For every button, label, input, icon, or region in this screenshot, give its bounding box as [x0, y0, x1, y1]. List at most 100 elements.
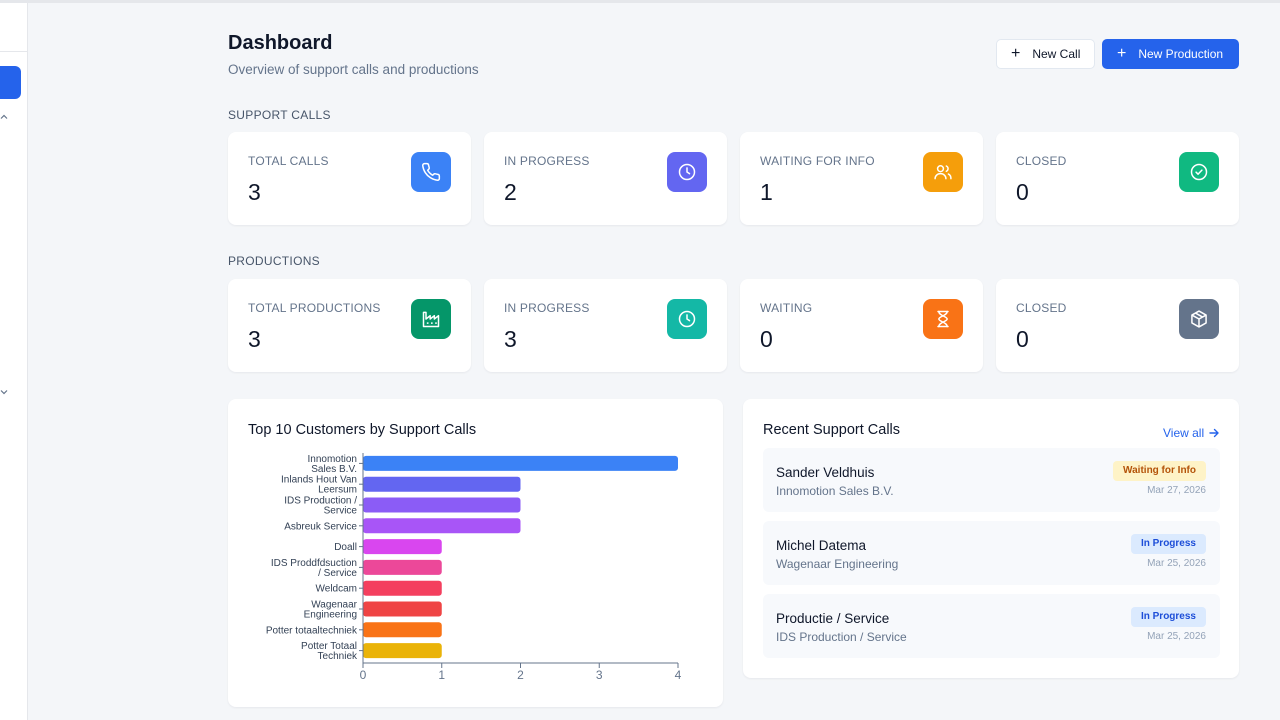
y-tick-label: Potter totaaltechniek: [266, 625, 358, 636]
status-badge: In Progress: [1130, 607, 1206, 627]
y-tick-label: Engineering: [304, 610, 357, 621]
y-tick-label: IDS Proddfdsuction: [271, 558, 357, 569]
package-icon: [1179, 299, 1219, 339]
plus-icon: +: [1117, 45, 1127, 62]
y-tick-label: Techniek: [318, 651, 358, 662]
sidebar: [0, 3, 28, 720]
recent-calls-title: Recent Support Calls: [763, 422, 901, 438]
view-all-label: View all: [1163, 426, 1205, 440]
x-tick-label: 2: [517, 668, 524, 682]
stat-label: IN PROGRESS: [504, 301, 590, 315]
page-subtitle: Overview of support calls and production…: [228, 62, 479, 77]
x-tick-label: 0: [360, 668, 367, 682]
stat-card-productions-in-progress[interactable]: IN PROGRESS 3: [484, 279, 727, 372]
hourglass-icon: [923, 299, 963, 339]
y-tick-label: Weldcam: [316, 584, 358, 595]
chart-bar[interactable]: [363, 455, 678, 471]
stat-label: IN PROGRESS: [504, 154, 590, 168]
chart-bar[interactable]: [363, 559, 442, 575]
chart-bar[interactable]: [363, 476, 521, 492]
arrow-right-icon: [1208, 427, 1220, 439]
new-call-label: New Call: [1032, 47, 1081, 61]
x-tick-label: 3: [596, 668, 603, 682]
status-badge: Waiting for Info: [1113, 461, 1206, 481]
y-tick-label: Service: [324, 506, 358, 517]
y-tick-label: Inlands Hout Van: [281, 475, 357, 486]
stat-value: 2: [504, 179, 517, 205]
stat-label: TOTAL PRODUCTIONS: [248, 301, 381, 315]
new-production-label: New Production: [1138, 47, 1224, 61]
sidebar-item-active[interactable]: [0, 66, 21, 99]
new-call-button[interactable]: + New Call: [996, 39, 1095, 69]
status-badge: In Progress: [1130, 534, 1206, 554]
stat-value: 0: [760, 326, 773, 352]
chart-bar[interactable]: [363, 580, 442, 596]
y-tick-label: Sales B.V.: [311, 464, 357, 475]
y-tick-label: Asbreuk Service: [284, 521, 357, 532]
users-icon: [923, 152, 963, 192]
stat-card-waiting-for-info[interactable]: WAITING FOR INFO 1: [740, 132, 983, 225]
stat-label: CLOSED: [1016, 301, 1067, 315]
y-tick-label: Doall: [334, 542, 357, 553]
x-tick-label: 4: [675, 668, 682, 682]
new-production-button[interactable]: + New Production: [1102, 39, 1239, 69]
call-contact-name: Productie / Service: [776, 611, 890, 626]
plus-icon: +: [1011, 45, 1021, 62]
call-customer-name: Wagenaar Engineering: [776, 557, 899, 571]
stat-value: 3: [248, 179, 261, 205]
stat-card-productions-waiting[interactable]: WAITING 0: [740, 279, 983, 372]
stat-value: 0: [1016, 326, 1029, 352]
call-customer-name: IDS Production / Service: [776, 630, 907, 644]
stat-card-calls-closed[interactable]: CLOSED 0: [996, 132, 1239, 225]
stat-value: 3: [504, 326, 517, 352]
y-tick-label: IDS Production /: [284, 496, 357, 507]
call-contact-name: Michel Datema: [776, 538, 867, 553]
factory-icon: [411, 299, 451, 339]
phone-icon: [411, 152, 451, 192]
stat-value: 1: [760, 179, 773, 205]
chart-bar[interactable]: [363, 497, 521, 513]
stat-value: 3: [248, 326, 261, 352]
call-date: Mar 25, 2026: [1147, 631, 1206, 642]
view-all-link[interactable]: View all: [1163, 426, 1220, 440]
stat-card-total-productions[interactable]: TOTAL PRODUCTIONS 3: [228, 279, 471, 372]
recent-call-item[interactable]: Michel Datema Wagenaar Engineering In Pr…: [763, 521, 1220, 585]
clock-icon: [667, 299, 707, 339]
stat-value: 0: [1016, 179, 1029, 205]
check-circle-icon: [1179, 152, 1219, 192]
top-border: [0, 0, 1280, 3]
stat-card-productions-closed[interactable]: CLOSED 0: [996, 279, 1239, 372]
y-tick-label: Innomotion: [308, 454, 357, 465]
call-customer-name: Innomotion Sales B.V.: [776, 484, 894, 498]
chart-bar[interactable]: [363, 518, 521, 534]
stat-label: WAITING FOR INFO: [760, 154, 875, 168]
sidebar-divider: [0, 51, 27, 52]
support-calls-section-label: SUPPORT CALLS: [228, 108, 331, 122]
chevron-down-icon[interactable]: [0, 388, 10, 398]
y-tick-label: Potter Totaal: [301, 641, 357, 652]
chart-bar[interactable]: [363, 601, 442, 617]
page-title: Dashboard: [228, 32, 333, 54]
stat-card-calls-in-progress[interactable]: IN PROGRESS 2: [484, 132, 727, 225]
y-tick-label: Leersum: [318, 485, 357, 496]
top-customers-title: Top 10 Customers by Support Calls: [248, 422, 477, 438]
chart-bar[interactable]: [363, 539, 442, 555]
clock-icon: [667, 152, 707, 192]
x-tick-label: 1: [438, 668, 445, 682]
call-date: Mar 25, 2026: [1147, 558, 1206, 569]
stat-label: TOTAL CALLS: [248, 154, 329, 168]
stat-label: CLOSED: [1016, 154, 1067, 168]
productions-section-label: PRODUCTIONS: [228, 254, 320, 268]
recent-call-item[interactable]: Sander Veldhuis Innomotion Sales B.V. Wa…: [763, 448, 1220, 512]
stat-card-total-calls[interactable]: TOTAL CALLS 3: [228, 132, 471, 225]
chart-bar[interactable]: [363, 622, 442, 638]
y-tick-label: Wagenaar: [311, 600, 357, 611]
chevron-up-icon[interactable]: [0, 113, 10, 123]
recent-call-item[interactable]: Productie / Service IDS Production / Ser…: [763, 594, 1220, 658]
call-date: Mar 27, 2026: [1147, 485, 1206, 496]
chart-bar[interactable]: [363, 643, 442, 659]
top-customers-panel: Top 10 Customers by Support Calls Innomo…: [228, 399, 723, 707]
call-contact-name: Sander Veldhuis: [776, 465, 875, 480]
stat-label: WAITING: [760, 301, 813, 315]
